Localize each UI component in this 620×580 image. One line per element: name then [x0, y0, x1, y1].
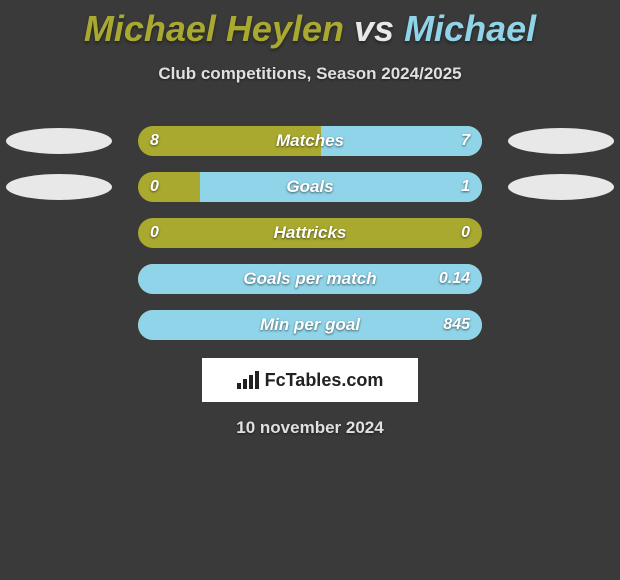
brand-text: FcTables.com [265, 370, 384, 391]
vs-text: vs [354, 8, 394, 49]
stat-value-left: 0 [150, 172, 159, 202]
stat-bar: 87Matches [138, 126, 482, 156]
stat-value-right: 0.14 [439, 264, 470, 294]
stat-value-left: 0 [150, 218, 159, 248]
stat-bar: 0.14Goals per match [138, 264, 482, 294]
stat-value-right: 0 [461, 218, 470, 248]
stat-value-right: 1 [461, 172, 470, 202]
stat-row: 01Goals [0, 172, 620, 202]
player2-oval [508, 174, 614, 200]
stat-row: 87Matches [0, 126, 620, 156]
stat-row: 0.14Goals per match [0, 264, 620, 294]
date-text: 10 november 2024 [0, 418, 620, 438]
stat-bar: 0 0Hattricks [138, 218, 482, 248]
stats-container: 87Matches01Goals00Hattricks0.14Goals per… [0, 126, 620, 340]
subtitle: Club competitions, Season 2024/2025 [0, 64, 620, 84]
brand-badge: FcTables.com [202, 358, 418, 402]
stat-row: 0 0Hattricks [0, 218, 620, 248]
stat-bar-right [200, 172, 482, 202]
stat-row: 845Min per goal [0, 310, 620, 340]
player1-name: Michael Heylen [84, 8, 344, 49]
bars-icon [237, 371, 259, 389]
stat-value-right: 7 [461, 126, 470, 156]
stat-bar: 845Min per goal [138, 310, 482, 340]
player1-oval [6, 174, 112, 200]
stat-bar-right [138, 310, 482, 340]
stat-label: Hattricks [138, 218, 482, 248]
stat-value-left: 8 [150, 126, 159, 156]
stat-bar-right [321, 126, 482, 156]
stat-value-right: 845 [443, 310, 470, 340]
player1-oval [6, 128, 112, 154]
stat-bar: 01Goals [138, 172, 482, 202]
player2-oval [508, 128, 614, 154]
stat-bar-right [138, 264, 482, 294]
player2-name: Michael [404, 8, 536, 49]
comparison-title: Michael Heylen vs Michael [0, 0, 620, 50]
